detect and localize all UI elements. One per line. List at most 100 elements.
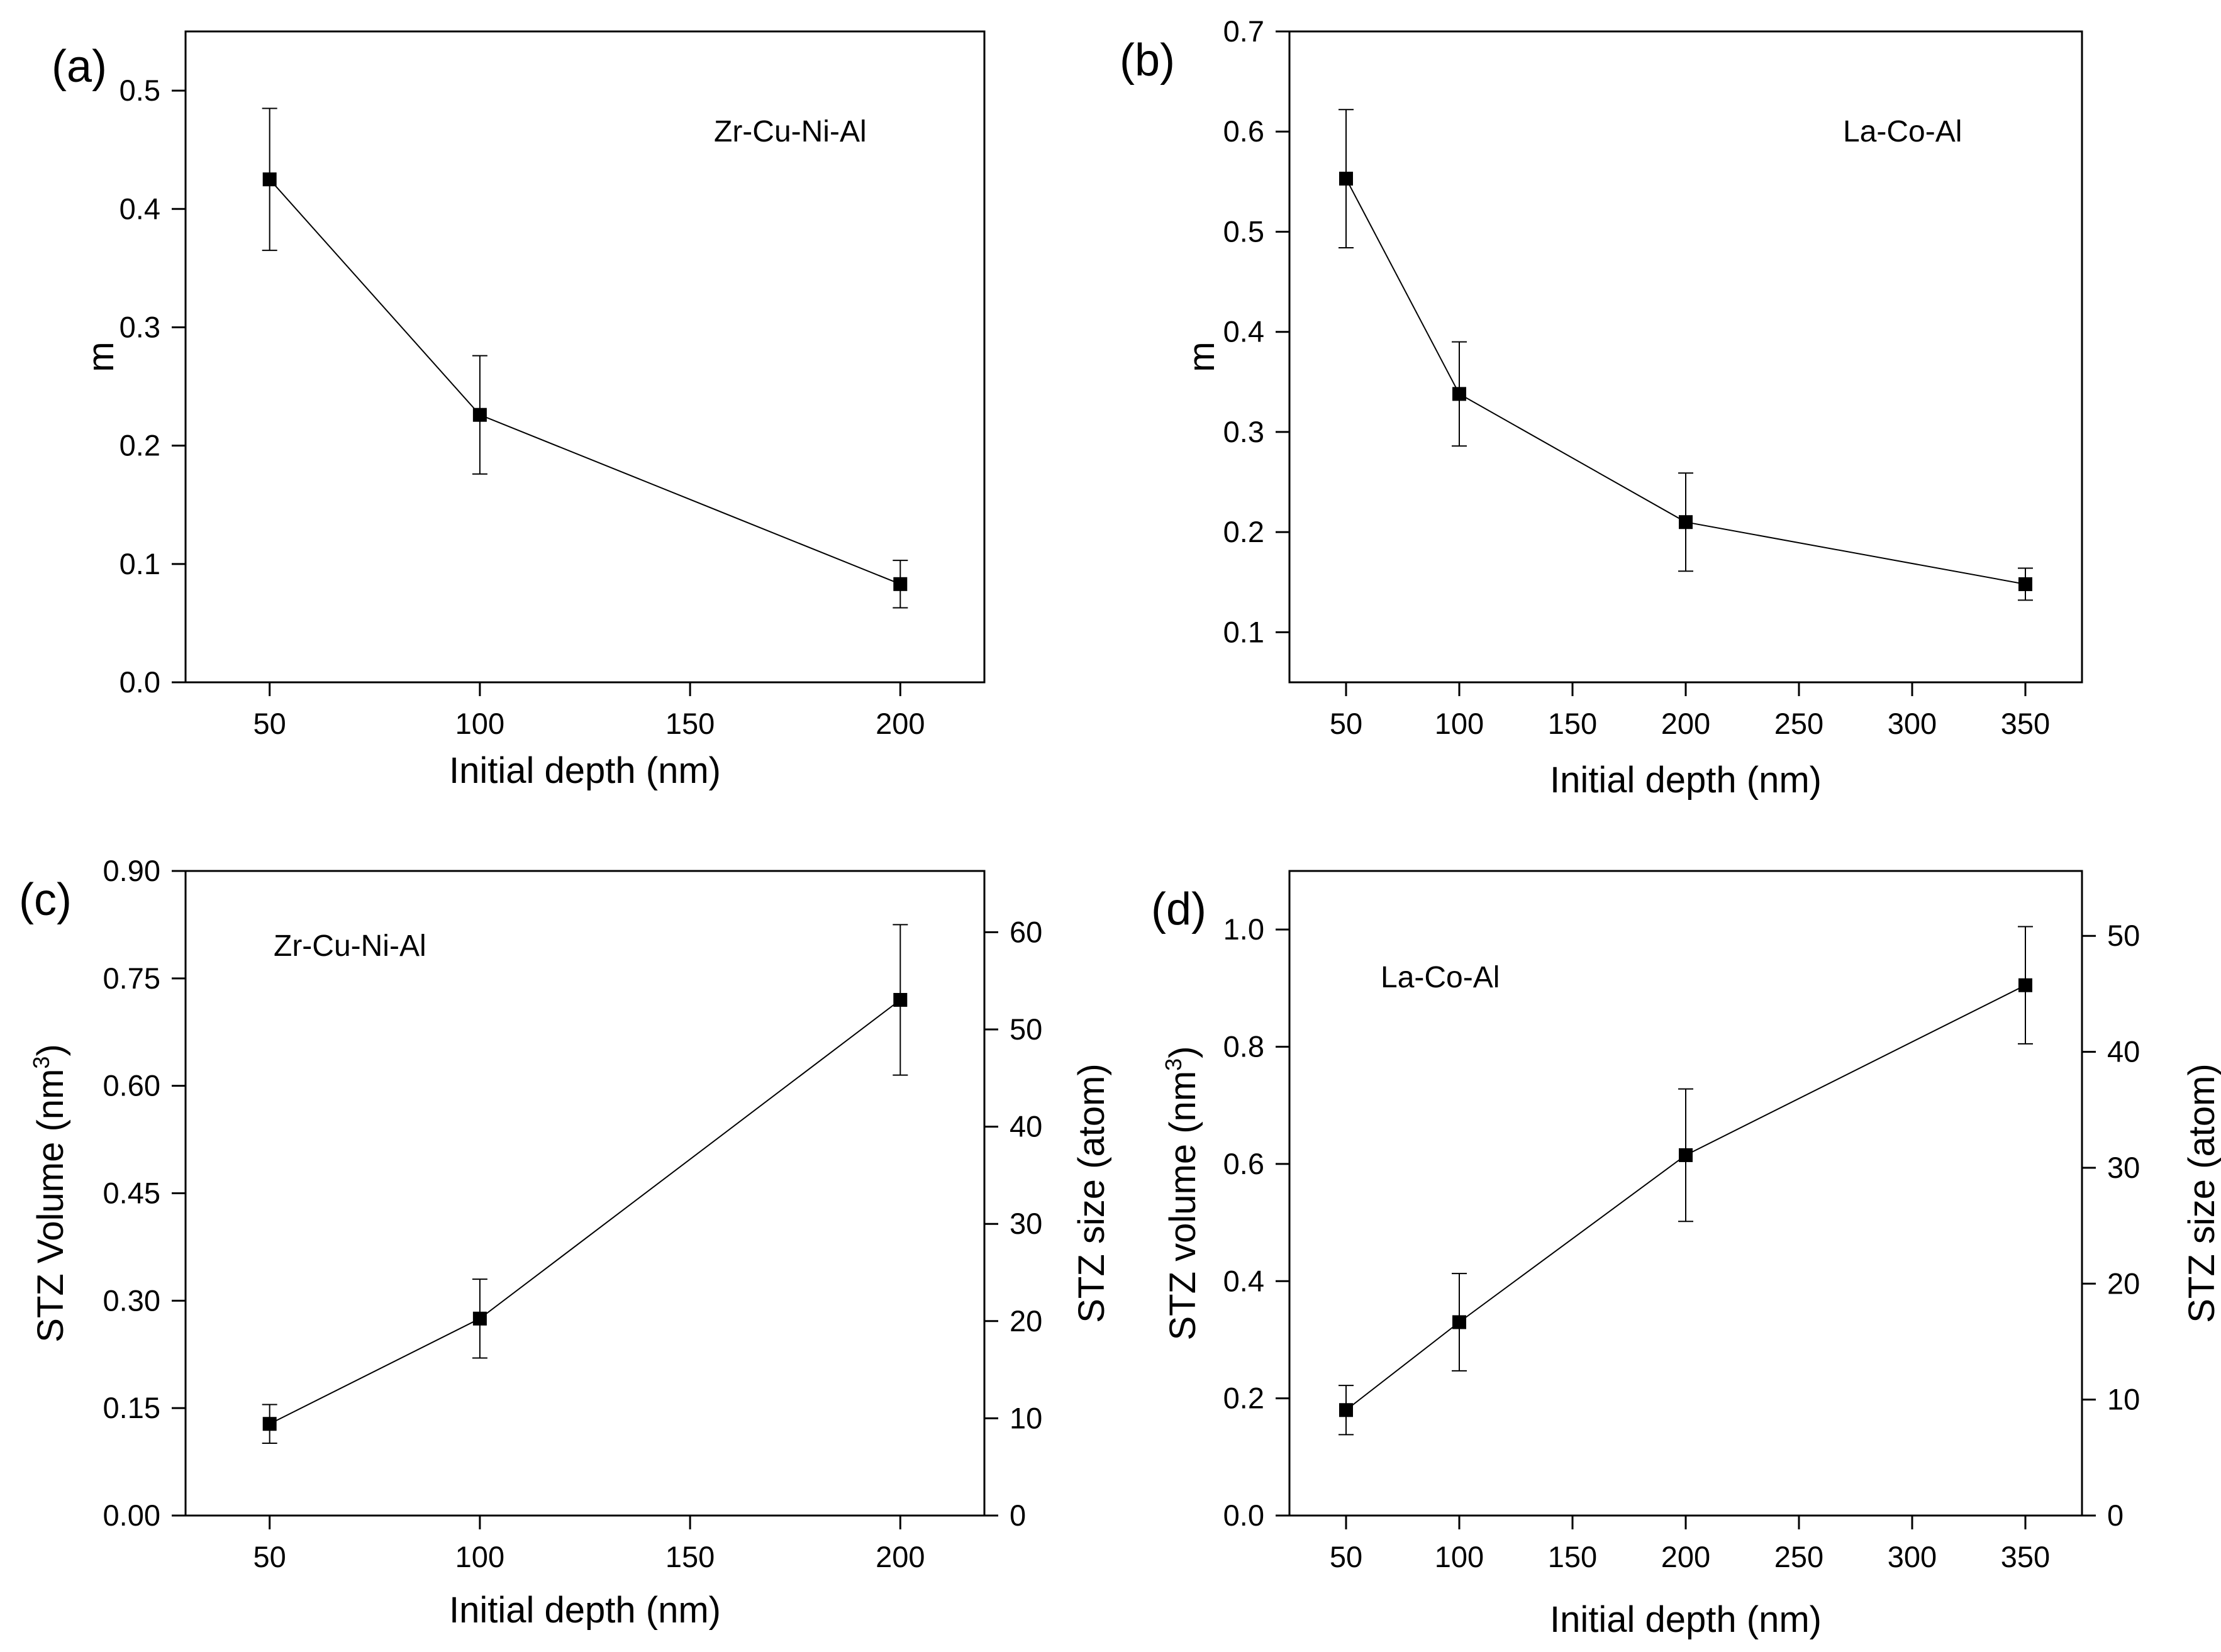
panel-letter: (a)	[52, 42, 107, 92]
y2-tick-label: 0	[2107, 1499, 2124, 1532]
series-0	[262, 108, 908, 609]
data-point	[2018, 577, 2032, 591]
y-tick-label: 1.0	[1223, 912, 1264, 946]
panel-d: 50 100 150 200 250 300 3500.00.20.40.60.81.001…	[1151, 870, 2221, 1640]
x-tick-label: 150	[665, 707, 715, 740]
x-tick-label: 200	[1661, 1540, 1710, 1573]
data-point	[472, 1311, 487, 1326]
y-tick-label: 0.00	[103, 1499, 160, 1532]
y-tick-label: 0.1	[1223, 615, 1264, 648]
data-point	[1452, 1315, 1466, 1329]
y2-tick-label: 10	[1010, 1401, 1042, 1434]
y-tick-label: 0.15	[103, 1391, 160, 1424]
x-axis-label: Initial depth (nm)	[1550, 760, 1822, 801]
y-tick-label: 0.6	[1223, 1147, 1264, 1180]
data-point	[2018, 978, 2032, 992]
y2-tick-label: 30	[2107, 1151, 2140, 1184]
series-line	[1345, 178, 2026, 585]
y-tick-label: 0.0	[120, 665, 160, 699]
y-axis-label-text: m	[81, 341, 121, 372]
y-tick-label: 0.8	[1223, 1030, 1264, 1063]
y-tick-label: 0.45	[103, 1177, 160, 1210]
x-tick-label: 200	[876, 1540, 925, 1573]
y2-tick-label: 40	[2107, 1035, 2140, 1068]
material-annotation: Zr-Cu-Ni-Al	[274, 929, 426, 963]
y2-tick-label: 50	[1010, 1012, 1042, 1046]
y2-tick-label: 30	[1010, 1207, 1042, 1240]
y-axis-label-text: m	[1181, 341, 1222, 372]
y-tick-label: 0.1	[120, 547, 160, 580]
series-line	[1345, 984, 2026, 1411]
y2-tick-label: 20	[1010, 1304, 1042, 1338]
x-axis-label: Initial depth (nm)	[1550, 1599, 1822, 1640]
series-0	[1339, 109, 2033, 601]
y-axis-label: STZ Volume (nm3)	[28, 1044, 71, 1342]
data-point	[1679, 1148, 1693, 1162]
x-tick-label: 250	[1774, 1540, 1823, 1573]
x-tick-label: 200	[876, 707, 925, 740]
data-point	[1339, 172, 1353, 186]
plot-frame	[1288, 30, 2083, 684]
y-tick-label: 0.0	[1223, 1499, 1264, 1532]
y-tick-label: 0.4	[120, 192, 160, 225]
y-tick-label: 0.3	[120, 310, 160, 343]
panel-letter: (b)	[1120, 35, 1175, 86]
y-tick-label: 0.4	[1223, 315, 1264, 348]
y-tick-label: 0.2	[1223, 1382, 1264, 1415]
panel-a: 50 100 150 200 0.0 0.1 0.2 0.3 0.4 0.5 Initial dep…	[52, 30, 986, 791]
y2-axis-label: STZ size (atom)	[2181, 1063, 2221, 1323]
material-annotation: La-Co-Al	[1843, 115, 1962, 148]
data-point	[262, 1417, 277, 1431]
y-tick-label: 0.2	[120, 429, 160, 462]
material-annotation: La-Co-Al	[1381, 961, 1500, 994]
x-tick-label: 350	[2001, 1540, 2050, 1573]
y2-tick-label: 20	[2107, 1267, 2140, 1300]
x-tick-label: 300	[1888, 1540, 1937, 1573]
x-tick-label: 350	[2001, 707, 2050, 740]
y-axis-label-text: STZ volume (nm	[1162, 1071, 1203, 1341]
y2-tick-label: 40	[1010, 1110, 1042, 1143]
data-point	[893, 577, 908, 591]
x-tick-label: 200	[1661, 707, 1710, 740]
x-tick-label: 50	[253, 1540, 286, 1573]
y-tick-label: 0.3	[1223, 415, 1264, 448]
y-axis-label: m	[81, 341, 121, 372]
y-tick-label: 0.2	[1223, 515, 1264, 548]
series-0	[1339, 926, 2033, 1436]
x-tick-label: 150	[1548, 1540, 1597, 1573]
series-line	[269, 179, 901, 585]
x-tick-label: 100	[1435, 707, 1484, 740]
x-tick-label: 50	[253, 707, 286, 740]
x-axis-label: Initial depth (nm)	[449, 1590, 721, 1631]
data-point	[893, 993, 908, 1007]
y-axis-label: STZ volume (nm3)	[1161, 1046, 1203, 1341]
y-tick-label: 0.6	[1223, 114, 1264, 148]
x-tick-label: 300	[1888, 707, 1937, 740]
x-tick-label: 50	[1330, 707, 1362, 740]
x-tick-label: 250	[1774, 707, 1823, 740]
y2-tick-label: 10	[2107, 1383, 2140, 1416]
panel-c: 50 100 150 200 0.00 0.15 0.30 0.45 0.60 0.75 0.90 0…	[19, 854, 1112, 1631]
y-tick-label: 0.7	[1223, 14, 1264, 48]
panel-letter: (c)	[19, 875, 72, 925]
y-axis-label-end: )	[30, 1044, 71, 1056]
data-point	[1339, 1403, 1353, 1417]
data-point	[262, 172, 277, 187]
y-tick-label: 0.90	[103, 854, 160, 887]
y-tick-label: 0.30	[103, 1283, 160, 1317]
x-tick-label: 100	[455, 1540, 504, 1573]
panel-letter: (d)	[1151, 884, 1206, 934]
x-axis-label: Initial depth (nm)	[449, 750, 721, 791]
y2-tick-label: 50	[2107, 919, 2140, 952]
panel-b: 50 100 150 200 250 300 350 0.1 0.2 0.3 0.4 0.5 0.6 0.…	[1120, 14, 2083, 801]
data-point	[1679, 515, 1693, 529]
x-tick-label: 150	[1548, 707, 1597, 740]
y-axis-label-superscript: 3	[28, 1056, 54, 1069]
y-tick-label: 0.4	[1223, 1264, 1264, 1297]
plot-frame	[184, 30, 986, 684]
y-axis-label-end: )	[1162, 1046, 1203, 1058]
plot-frame	[184, 870, 986, 1517]
data-point	[1452, 387, 1466, 401]
material-annotation: Zr-Cu-Ni-Al	[714, 115, 867, 148]
